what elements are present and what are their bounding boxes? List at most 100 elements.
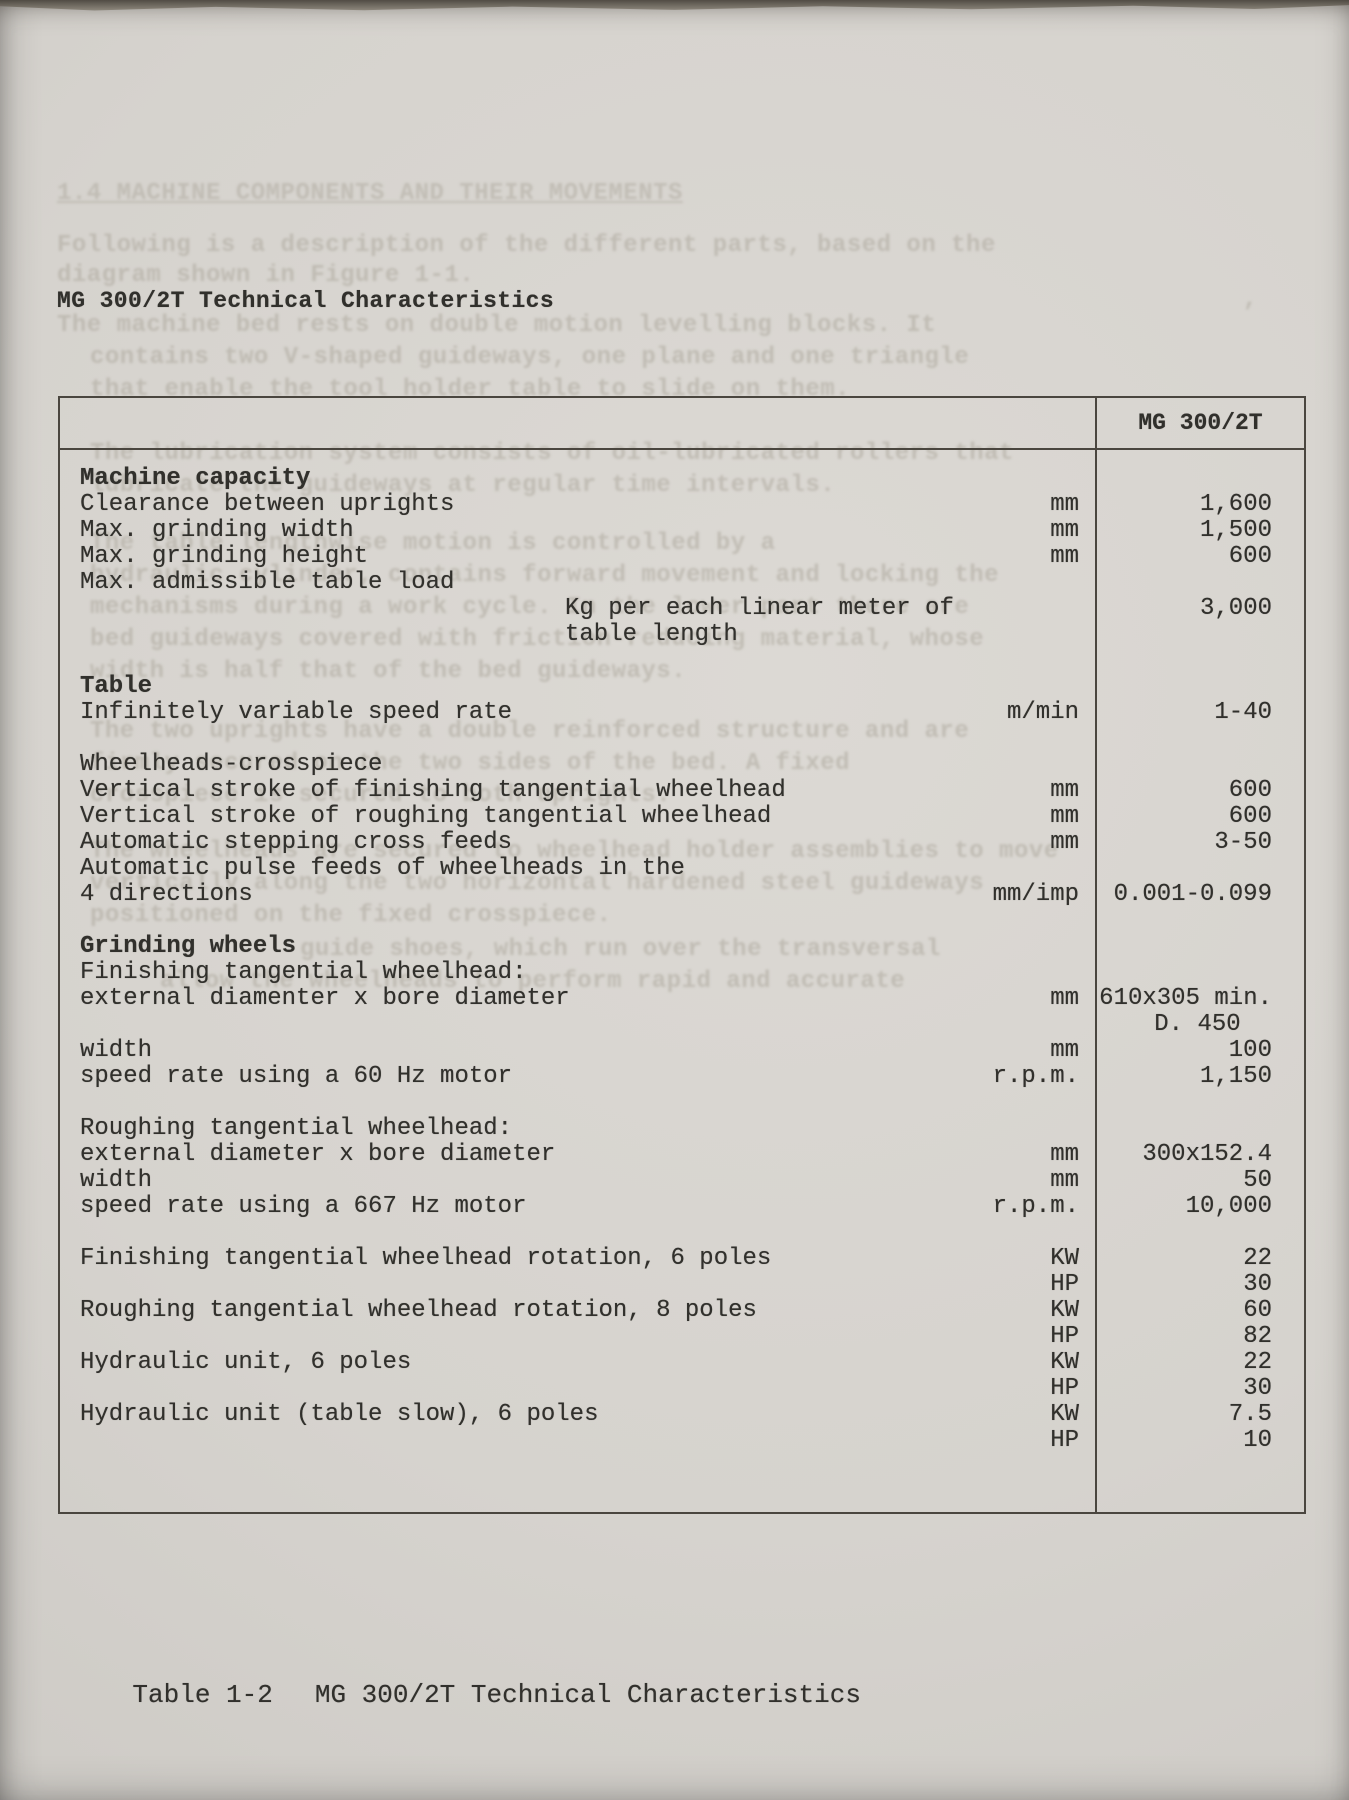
row-label-cell: Grinding wheels: [60, 934, 1097, 960]
row-label-cell: Wheelheads-crosspiece: [60, 752, 1097, 778]
table-row: Machine capacity: [60, 466, 1304, 492]
row-label-cell: Vertical stroke of finishing tangential …: [60, 778, 1097, 804]
table-row: Roughing tangential wheelhead rotation, …: [60, 1298, 1304, 1324]
table-row: Max. admissible table load: [60, 570, 1304, 596]
row-value: 22: [1243, 1245, 1272, 1272]
table-row: Finishing tangential wheelhead rotation,…: [60, 1246, 1304, 1272]
table-row: external diameter x bore diameter mm 300x1…: [60, 1142, 1304, 1168]
row-label: Hydraulic unit, 6 poles: [80, 1349, 412, 1376]
row-unit: r.p.m.: [992, 1063, 1079, 1090]
table-row: Automatic pulse feeds of wheelheads in t…: [60, 856, 1304, 882]
row-label-cell: HP: [60, 1376, 1097, 1402]
table-row: Finishing tangential wheelhead:: [60, 960, 1304, 986]
row-unit: mm: [1050, 491, 1079, 518]
table-row: Grinding wheels: [60, 934, 1304, 960]
row-unit: KW: [1050, 1245, 1079, 1272]
row-label: width: [80, 1037, 153, 1064]
bleedthrough-line: mechanisms during a work cycle. In the l…: [90, 594, 970, 621]
table-row: HP 30: [60, 1272, 1304, 1298]
row-unit: KW: [1050, 1297, 1079, 1324]
row-value: 82: [1243, 1323, 1272, 1350]
row-value: 30: [1243, 1375, 1272, 1402]
bleedthrough-line: vertically along the two horizontal hard…: [90, 870, 985, 897]
row-unit: mm: [1050, 517, 1079, 544]
bleedthrough-line: allow the wheelheads to perform rapid an…: [160, 968, 906, 995]
row-unit: KW: [1050, 1349, 1079, 1376]
caption-text: MG 300/2T Technical Characteristics: [314, 1680, 861, 1710]
row-label-cell: 4 directions mm/imp: [60, 882, 1097, 908]
row-label: Machine capacity: [80, 465, 311, 492]
bleedthrough-line: guide shoes, which run over the transver…: [300, 936, 941, 963]
row-unit: mm: [1050, 1037, 1079, 1064]
row-label-cell: Hydraulic unit, 6 poles KW: [60, 1350, 1097, 1376]
paper-top-edge: [0, 0, 1349, 11]
blank-line: [60, 1220, 1304, 1246]
row-value: [1097, 674, 1304, 700]
row-unit: KW: [1050, 1401, 1079, 1428]
row-label-cell: HP: [60, 1272, 1097, 1298]
row-label: Hydraulic unit (table slow), 6 poles: [80, 1401, 599, 1428]
row-value: 600: [1228, 803, 1272, 830]
row-label-cell: Automatic pulse feeds of wheelheads in t…: [60, 856, 1097, 882]
table-row: speed rate using a 667 Hz motor r.p.m. 10,…: [60, 1194, 1304, 1220]
row-label-cell: Hydraulic unit (table slow), 6 poles KW: [60, 1402, 1097, 1428]
bleedthrough-line: that enable the tool holder table to sli…: [90, 376, 851, 403]
row-label: Roughing tangential wheelhead:: [80, 1115, 513, 1142]
table-row: width mm 50: [60, 1168, 1304, 1194]
row-label: Kg per each linear meter of: [565, 595, 954, 622]
row-label: Automatic stepping cross feeds: [80, 829, 513, 856]
table-row: Automatic stepping cross feeds mm 3-50: [60, 830, 1304, 856]
row-label-cell: HP: [60, 1324, 1097, 1350]
row-label-cell: Machine capacity: [60, 466, 1097, 492]
row-label-cell: Max. grinding width mm: [60, 518, 1097, 544]
row-label-cell: Infinitely variable speed rate m/min: [60, 700, 1097, 726]
row-label: Finishing tangential wheelhead rotation,…: [80, 1245, 772, 1272]
row-label: external diamenter x bore diameter: [80, 985, 570, 1012]
row-label: Automatic pulse feeds of wheelheads in t…: [80, 855, 685, 882]
row-value: [1097, 1116, 1304, 1142]
row-label-cell: Table: [60, 674, 1097, 700]
bleedthrough-line: The machine bed rests on double motion l…: [57, 312, 937, 339]
table-row: external diamenter x bore diameter mm 610x…: [60, 986, 1304, 1012]
bleedthrough-line: 1.4 MACHINE COMPONENTS AND THEIR MOVEMEN…: [57, 180, 683, 207]
table-row: Hydraulic unit (table slow), 6 poles KW 7.…: [60, 1402, 1304, 1428]
bleedthrough-line: bed guideways covered with friction-redu…: [90, 626, 985, 653]
row-value: [1097, 752, 1304, 778]
table-row: HP 30: [60, 1376, 1304, 1402]
blank-line: [60, 648, 1304, 674]
row-label-cell: Finishing tangential wheelhead:: [60, 960, 1097, 986]
table-row: Vertical stroke of roughing tangential w…: [60, 804, 1304, 830]
row-value: 10: [1243, 1427, 1272, 1454]
row-value: 50: [1243, 1167, 1272, 1194]
table-header-row: MG 300/2T: [60, 398, 1304, 450]
bleedthrough-line: contains two V-shaped guideways, one pla…: [90, 344, 970, 371]
row-label-cell: HP: [60, 1428, 1097, 1454]
row-unit: HP: [1050, 1271, 1079, 1298]
row-value: D. 450: [1154, 1011, 1241, 1038]
bleedthrough-line: crosspiece is secured to both uprights.: [90, 782, 672, 809]
row-unit: HP: [1050, 1323, 1079, 1350]
blank-line: [60, 908, 1304, 934]
row-value: 300x152.4: [1142, 1141, 1272, 1168]
row-label: speed rate using a 60 Hz motor: [80, 1063, 513, 1090]
bleedthrough-line: hydraulic cylinder, contains forward mov…: [90, 562, 1000, 589]
row-unit: mm: [1050, 829, 1079, 856]
row-label: Roughing tangential wheelhead rotation, …: [80, 1297, 757, 1324]
row-label-cell: Max. admissible table load: [60, 570, 1097, 596]
row-label: Clearance between uprights: [80, 491, 455, 518]
row-label: table length: [565, 621, 738, 648]
row-value: [1097, 934, 1304, 960]
row-label: Infinitely variable speed rate: [80, 699, 513, 726]
row-label: Table: [80, 673, 153, 700]
blank-line: [60, 1090, 1304, 1116]
row-label-cell: Roughing tangential wheelhead rotation, …: [60, 1298, 1097, 1324]
row-unit: mm: [1050, 543, 1079, 570]
row-value: 30: [1243, 1271, 1272, 1298]
table-body: Machine capacity Clearance between uprigh…: [60, 450, 1304, 1454]
bleedthrough-line: positioned on the fixed crosspiece.: [90, 902, 612, 929]
row-value: 600: [1228, 543, 1272, 570]
row-value: 3,000: [1199, 595, 1272, 622]
bleedthrough-line: lubricate the guideways at regular time …: [90, 472, 836, 499]
